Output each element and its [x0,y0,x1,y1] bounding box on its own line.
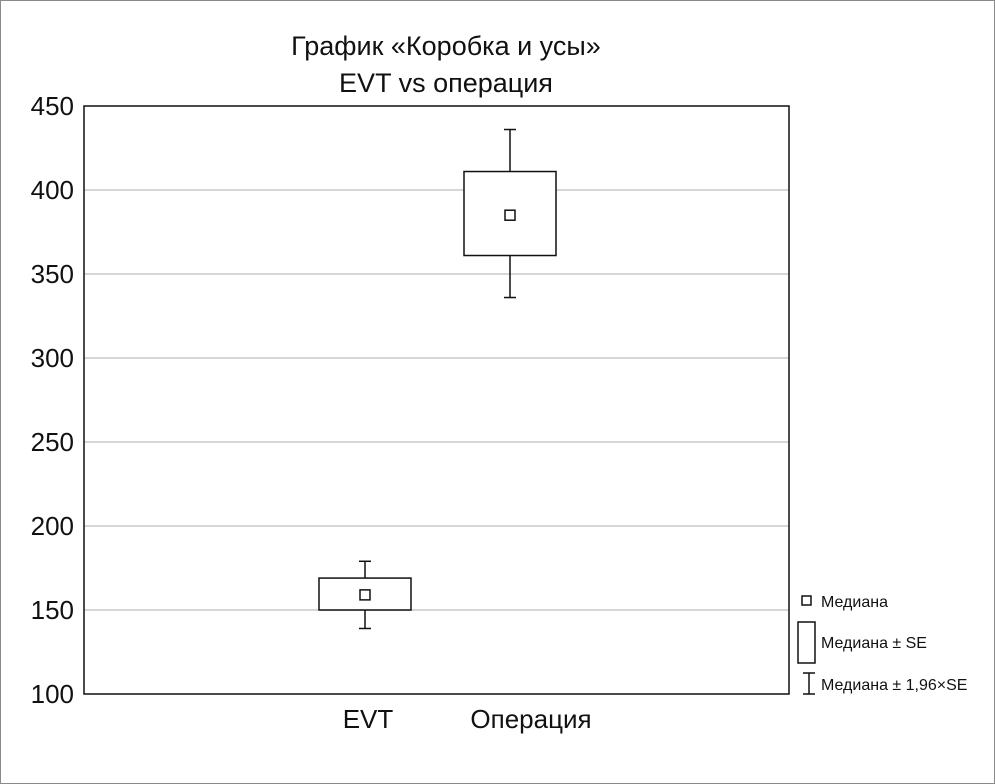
legend-whisker-label: Медиана ± 1,96×SE [821,677,967,694]
x-axis-categories: EVT Операция [343,704,592,734]
median-marker [504,209,516,221]
y-tick-label-250: 250 [31,427,74,457]
plot-area [83,105,790,695]
box-1 [318,560,412,630]
y-tick-label-150: 150 [31,595,74,625]
legend: Медиана Медиана ± SE Медиана ± 1,96×SE [797,594,967,695]
y-tick-label-100: 100 [31,679,74,709]
boxes-layer [318,128,557,630]
box-2 [463,128,557,299]
legend-median-symbol [801,595,812,606]
y-tick-label-400: 400 [31,175,74,205]
x-category-label: EVT [343,704,394,734]
y-tick-label-200: 200 [31,511,74,541]
legend-box-symbol [797,621,816,664]
y-axis-ticks: 100 150 200 250 300 350 400 450 [31,91,74,709]
y-tick-label-300: 300 [31,343,74,373]
x-category-label: Операция [470,704,591,734]
median-marker [359,589,371,601]
chart-subtitle: EVT vs операция [339,68,553,98]
legend-whisker-symbol [803,672,815,695]
y-tick-label-450: 450 [31,91,74,121]
chart-title: График «Коробка и усы» [291,31,601,61]
legend-median-label: Медиана [821,594,888,611]
y-tick-label-350: 350 [31,259,74,289]
legend-box-label: Медиана ± SE [821,635,927,652]
gridlines [84,189,789,611]
